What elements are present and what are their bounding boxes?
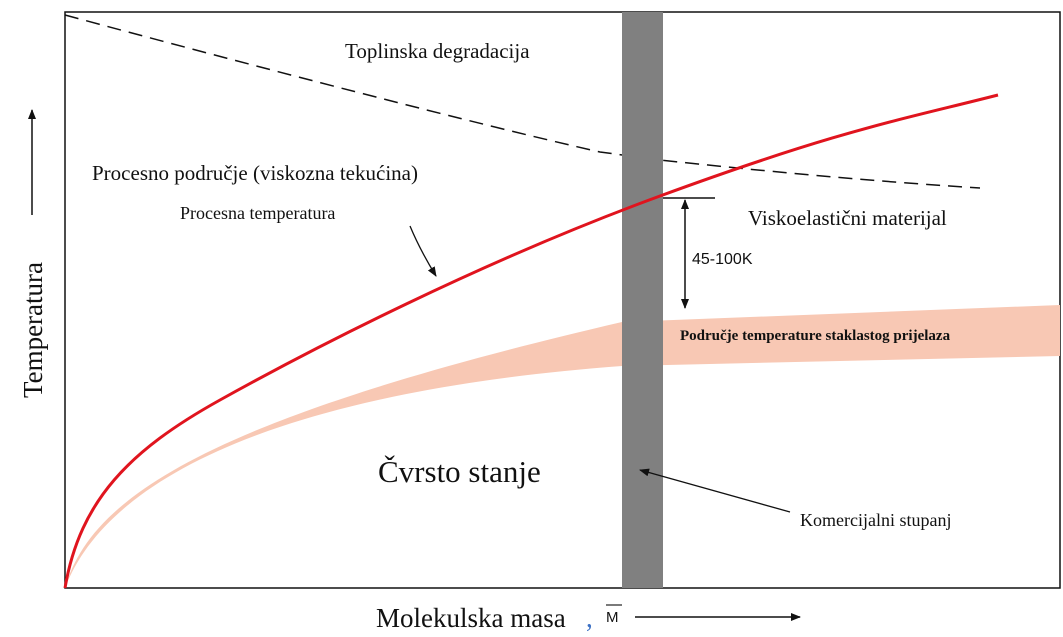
x-axis-label: Molekulska masa	[376, 603, 566, 633]
thermal-label: Toplinska degradacija	[345, 39, 530, 63]
viscoelastic-label: Viskoelastični materijal	[748, 206, 947, 230]
process-temp-label: Procesna temperatura	[180, 203, 335, 223]
process-arrow	[409, 225, 437, 277]
glass-label: Područje temperature staklastog prijelaz…	[680, 328, 951, 344]
glass-band	[65, 305, 1060, 588]
x-axis-symbol: M	[606, 609, 619, 626]
range-label: 45-100K	[692, 251, 753, 268]
solid-label: Čvrsto stanje	[378, 454, 541, 489]
y-axis-label: Temperatura	[18, 262, 48, 398]
process-region-label: Procesno područje (viskozna tekućina)	[92, 161, 418, 185]
commercial-label: Komercijalni stupanj	[800, 510, 951, 530]
plot-frame	[64, 11, 1061, 589]
process-curve	[63, 93, 999, 589]
x-axis-separator: ,	[586, 603, 593, 633]
commercial-bar	[622, 12, 663, 588]
commercial-arrow	[639, 468, 791, 513]
